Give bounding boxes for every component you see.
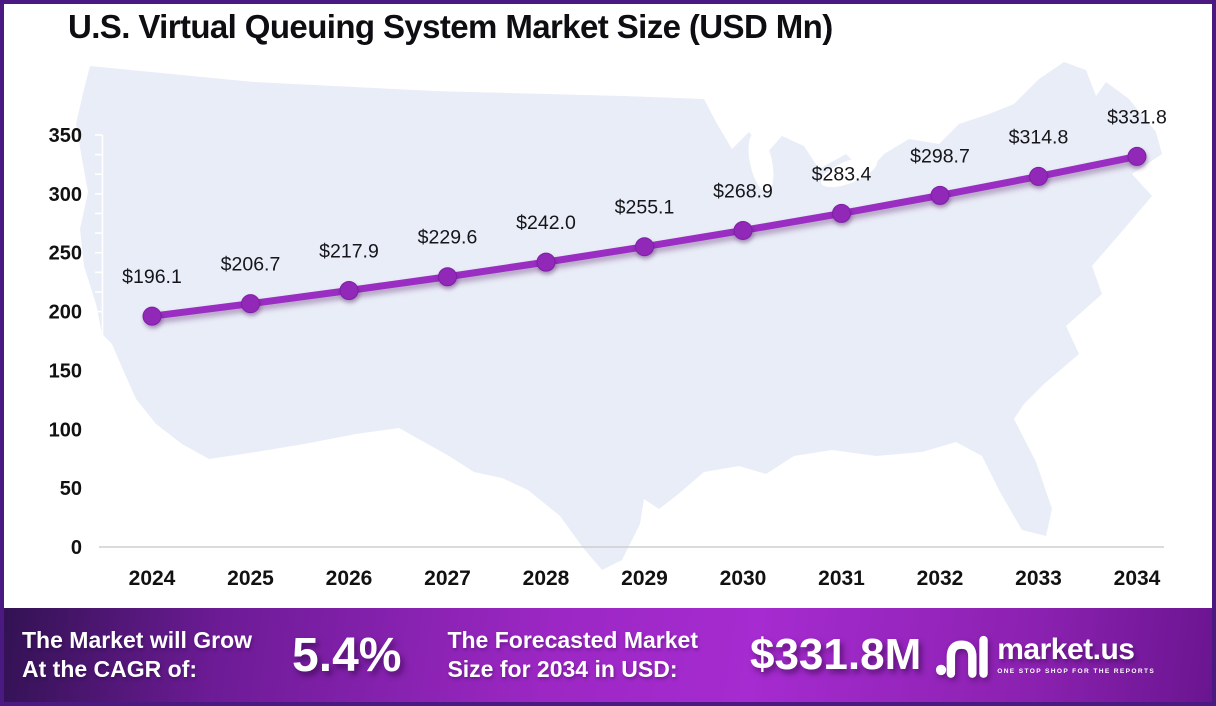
- y-axis: [95, 134, 104, 548]
- data-point: [438, 267, 457, 287]
- y-tick-label: 300: [49, 184, 82, 206]
- data-point: [339, 281, 359, 301]
- x-tick-label: 2027: [424, 567, 471, 590]
- data-point: [536, 252, 556, 272]
- data-point-label: $217.9: [319, 241, 379, 263]
- data-point: [832, 203, 851, 223]
- x-tick-label: 2032: [917, 567, 964, 590]
- market-size-line-chart: 0 50 100 150 200 250 300 350 2024 2025 2026 2027 202…: [49, 62, 1167, 590]
- y-tick-label: 100: [49, 419, 82, 441]
- data-point-label: $314.8: [1009, 126, 1069, 148]
- data-point: [241, 294, 260, 314]
- chart-region: U.S. Virtual Queuing System Market Size …: [4, 4, 1212, 608]
- data-point-label: $206.7: [221, 254, 281, 276]
- page-title: U.S. Virtual Queuing System Market Size …: [68, 8, 833, 45]
- x-tick-label: 2026: [326, 567, 373, 590]
- data-point-label: $283.4: [812, 163, 872, 185]
- data-point-label: $331.8: [1107, 106, 1167, 128]
- data-point: [635, 237, 654, 257]
- data-point-label: $229.6: [418, 227, 478, 249]
- great-lake-cutout: [820, 156, 878, 188]
- x-tick-label: 2028: [523, 567, 570, 590]
- y-tick-label: 0: [71, 537, 82, 559]
- data-point-label: $196.1: [122, 266, 182, 288]
- logo-tagline: ONE STOP SHOP FOR THE REPORTS: [997, 668, 1156, 675]
- forecast-label-line1: The Forecasted Market: [447, 626, 698, 653]
- y-tick-label: 350: [49, 125, 82, 147]
- cagr-value: 5.4%: [292, 628, 402, 682]
- data-point-label: $242.0: [516, 212, 576, 234]
- cagr-label-line2: At the CAGR of:: [22, 656, 198, 682]
- data-point: [1029, 166, 1048, 186]
- data-point-label: $255.1: [615, 197, 675, 219]
- footer-banner: The Market will Grow At the CAGR of: 5.4…: [4, 608, 1212, 702]
- x-tick-label: 2030: [720, 567, 767, 590]
- y-tick-label: 150: [49, 360, 82, 382]
- great-lake-cutout: [748, 132, 774, 192]
- x-tick-label: 2024: [129, 567, 176, 590]
- data-point: [142, 306, 162, 326]
- x-tick-label: 2025: [227, 567, 274, 590]
- y-tick-label: 200: [49, 302, 82, 324]
- forecast-value: $331.8M: [749, 630, 922, 679]
- data-point: [930, 185, 950, 205]
- usa-map-silhouette: [76, 62, 1162, 570]
- x-tick-label: 2031: [818, 567, 865, 590]
- cagr-label-line1: The Market will Grow: [22, 626, 253, 653]
- x-tick-label: 2034: [1114, 567, 1161, 590]
- cagr-label: The Market will Grow At the CAGR of:: [22, 626, 252, 685]
- x-tick-label: 2029: [621, 567, 668, 590]
- data-point: [1127, 146, 1147, 166]
- marketus-logo-icon: [936, 635, 988, 678]
- x-tick-label: 2033: [1015, 567, 1062, 590]
- y-tick-label: 250: [49, 243, 82, 265]
- data-point-label: $298.7: [910, 145, 970, 167]
- forecast-label: The Forecasted Market Size for 2034 in U…: [447, 626, 698, 685]
- data-point-label: $268.9: [713, 180, 773, 202]
- forecast-label-line2: Size for 2034 in USD:: [447, 656, 678, 682]
- y-tick-label: 50: [60, 478, 82, 500]
- logo-text-column: market.us ONE STOP SHOP FOR THE REPORTS: [997, 633, 1156, 676]
- data-point: [733, 220, 753, 240]
- logo-name: market.us: [997, 633, 1135, 666]
- marketus-logo: market.us ONE STOP SHOP FOR THE REPORTS: [935, 630, 1155, 680]
